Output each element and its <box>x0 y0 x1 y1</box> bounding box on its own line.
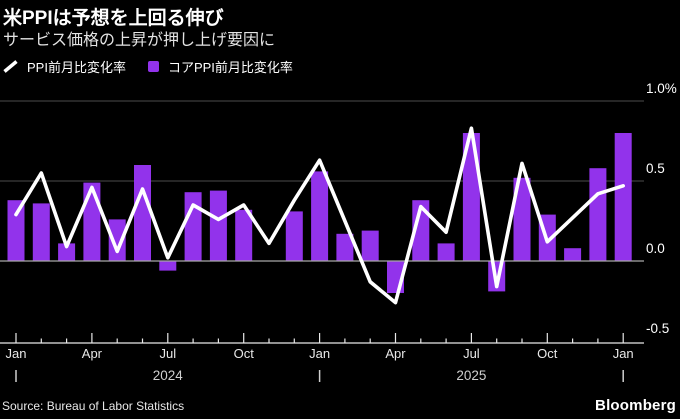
bar <box>159 261 177 271</box>
x-tick-label: Jul <box>159 346 176 361</box>
y-tick-label: 0.5 <box>646 161 665 176</box>
line-series-icon <box>3 60 18 73</box>
bar <box>361 230 379 261</box>
x-tick-label: Oct <box>234 346 255 361</box>
bar <box>235 209 253 261</box>
plot-area: Jan Apr Jul Oct Jan Apr Jul Oct Jan 2024 2025 1.0% 0… <box>0 81 677 383</box>
chart-subtitle: サービス価格の上昇が押し上げ要因に <box>3 32 276 49</box>
legend-item-ppi: PPI前月比変化率 <box>3 57 126 76</box>
x-tick-label: Jan <box>6 346 27 361</box>
bar <box>83 182 101 261</box>
bar <box>209 190 227 261</box>
x-tick-label: Jan <box>309 346 330 361</box>
legend: PPI前月比変化率 コアPPI前月比変化率 <box>3 57 293 76</box>
bar-series-icon <box>147 61 159 72</box>
bar <box>311 171 329 261</box>
bar <box>108 219 126 261</box>
bar <box>437 243 455 261</box>
year-label: 2025 <box>456 368 486 383</box>
chart-title: 米PPIは予想を上回る伸び <box>3 8 224 29</box>
legend-label-ppi: PPI前月比変化率 <box>27 60 126 75</box>
bar <box>513 177 531 261</box>
x-tick-label: Jan <box>613 346 634 361</box>
x-tick-label: Apr <box>385 346 406 361</box>
bar <box>285 211 303 261</box>
bar <box>134 165 151 261</box>
x-tick-label: Oct <box>537 346 558 361</box>
source-note: Source: Bureau of Labor Statistics <box>2 399 185 413</box>
bar <box>412 200 430 261</box>
bloomberg-logo: Bloomberg <box>595 397 676 414</box>
x-tick-label: Apr <box>82 346 103 361</box>
y-tick-label: 1.0% <box>646 81 677 96</box>
bar <box>614 133 632 261</box>
bar <box>336 233 354 261</box>
y-tick-label: -0.5 <box>646 321 669 336</box>
bar <box>184 192 202 261</box>
x-tick-label: Jul <box>463 346 480 361</box>
bar <box>58 243 76 261</box>
bar <box>7 200 25 261</box>
bar <box>589 168 607 261</box>
ppi-line-series <box>14 126 626 305</box>
legend-item-core-ppi: コアPPI前月比変化率 <box>147 57 293 76</box>
bar <box>32 203 50 261</box>
year-label: 2024 <box>153 368 184 383</box>
y-tick-label: 0.0 <box>646 241 665 256</box>
bar <box>564 248 582 261</box>
legend-label-core-ppi: コアPPI前月比変化率 <box>167 60 293 75</box>
